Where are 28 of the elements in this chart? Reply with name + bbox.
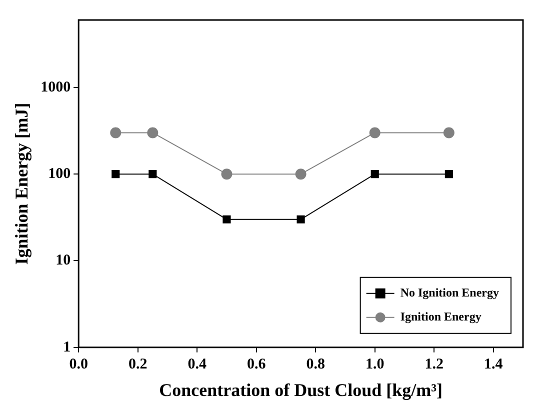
point: [444, 170, 453, 178]
x-tick-label: 0.4: [188, 356, 207, 372]
x-tick-label: 0.8: [306, 356, 325, 372]
point: [148, 170, 157, 178]
point: [112, 170, 120, 178]
point: [221, 168, 232, 180]
x-tick-label: 1.4: [484, 356, 504, 372]
point: [110, 127, 122, 138]
x-tick-label: 0.6: [246, 356, 266, 372]
point: [370, 170, 379, 178]
legend-label: No Ignition Energy: [400, 285, 500, 300]
x-tick-label: 1.2: [424, 356, 444, 372]
point: [222, 215, 231, 224]
x-tick-label: 0.0: [69, 356, 88, 372]
y-axis-title: Ignition Energy [mJ]: [11, 102, 32, 265]
y-tick-label: 100: [48, 166, 71, 182]
x-tick-label: 1.0: [365, 356, 384, 372]
legend-label: Ignition Energy: [400, 309, 482, 324]
point: [369, 127, 380, 138]
x-tick-label: 0.2: [128, 356, 148, 372]
point: [296, 215, 305, 224]
y-tick-label: 10: [56, 252, 71, 269]
point: [295, 168, 306, 180]
x-axis-title: Concentration of Dust Cloud [kg/m³]: [159, 380, 443, 400]
y-tick-label: 1000: [40, 79, 71, 96]
point: [147, 127, 158, 138]
y-tick-label: 1: [63, 339, 71, 356]
point: [443, 127, 454, 138]
